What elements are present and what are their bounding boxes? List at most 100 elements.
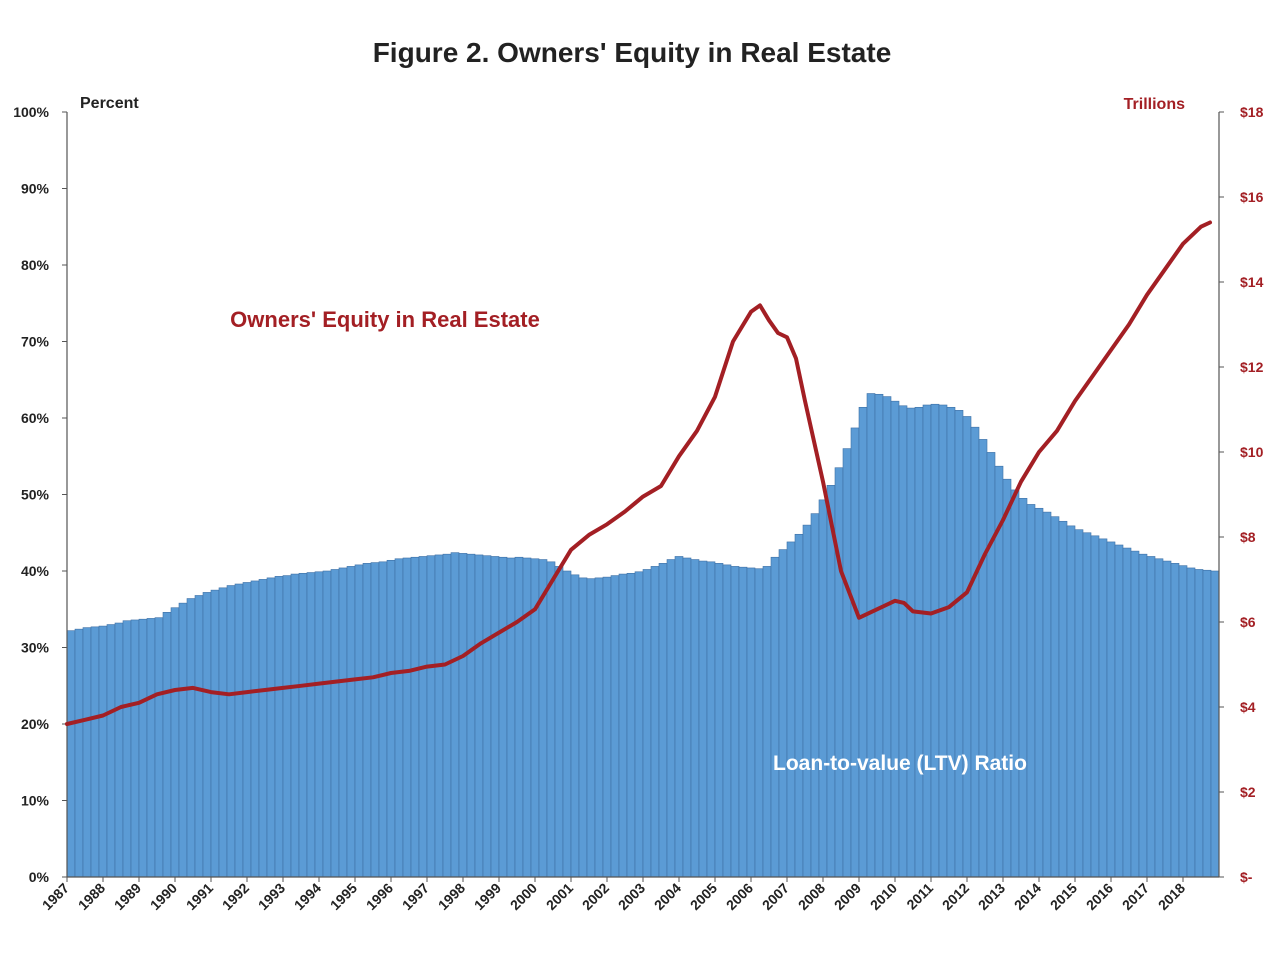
ltv-bar bbox=[450, 552, 460, 878]
ltv-bar bbox=[866, 393, 876, 878]
ltv-bar bbox=[1130, 550, 1140, 878]
ltv-bar bbox=[810, 513, 820, 878]
ltv-bar bbox=[898, 405, 908, 878]
ltv-bar bbox=[322, 570, 332, 878]
ltv-bar bbox=[386, 559, 396, 878]
ltv-bar bbox=[554, 566, 564, 878]
ltv-bar bbox=[474, 554, 484, 878]
ltv-bar bbox=[1114, 544, 1124, 878]
ltv-bar bbox=[226, 585, 236, 878]
owners-equity-line bbox=[65, 220, 1212, 726]
ltv-bar bbox=[178, 602, 188, 878]
ltv-bar bbox=[242, 582, 252, 878]
ltv-bar bbox=[1050, 516, 1060, 878]
ltv-bar bbox=[362, 563, 372, 878]
ltv-bar bbox=[274, 576, 284, 878]
ltv-bar bbox=[426, 555, 436, 878]
ltv-bar bbox=[1074, 529, 1084, 878]
ltv-bar bbox=[1010, 489, 1020, 878]
ltv-bar bbox=[106, 624, 116, 878]
ltv-bar bbox=[138, 618, 148, 878]
ltv-bar bbox=[234, 583, 244, 878]
ltv-bar bbox=[890, 400, 900, 878]
ltv-bar bbox=[354, 564, 364, 878]
ltv-bar bbox=[978, 439, 988, 878]
ltv-bar bbox=[98, 625, 108, 878]
ltv-bar bbox=[770, 556, 780, 878]
left-tick-label: 40% bbox=[21, 563, 50, 579]
ltv-bar bbox=[1210, 570, 1220, 878]
ltv-bar bbox=[1154, 558, 1164, 878]
ltv-bar bbox=[82, 627, 92, 878]
right-tick-label: $4 bbox=[1240, 699, 1256, 715]
ltv-bar bbox=[522, 557, 532, 878]
ltv-bar bbox=[130, 619, 140, 878]
ltv-bar bbox=[1058, 520, 1068, 878]
left-axis-label: Percent bbox=[80, 95, 139, 112]
ltv-bar bbox=[842, 448, 852, 878]
ltv-bar bbox=[202, 592, 212, 878]
left-tick-label: 50% bbox=[21, 487, 50, 503]
ltv-bar bbox=[378, 561, 388, 878]
ltv-bar bbox=[1066, 525, 1076, 878]
ltv-bar bbox=[66, 630, 76, 878]
ltv-bar bbox=[650, 566, 660, 878]
ltv-bar bbox=[586, 578, 596, 878]
ltv-bar bbox=[490, 556, 500, 878]
right-tick-label: $14 bbox=[1240, 274, 1264, 290]
ltv-bar bbox=[194, 595, 204, 878]
ltv-bar bbox=[930, 403, 940, 878]
ltv-bar bbox=[370, 562, 380, 878]
ltv-bar bbox=[1186, 567, 1196, 878]
ltv-bar bbox=[1090, 535, 1100, 878]
ltv-bar bbox=[1178, 565, 1188, 878]
ltv-bar bbox=[1202, 569, 1212, 878]
ltv-bar bbox=[546, 561, 556, 878]
ltv-bar bbox=[1082, 532, 1092, 878]
ltv-bar bbox=[1146, 556, 1156, 878]
ltv-bar bbox=[186, 598, 196, 878]
right-tick-label: $- bbox=[1240, 869, 1253, 885]
ltv-bar bbox=[434, 554, 444, 878]
ltv-bar bbox=[1194, 569, 1204, 878]
ltv-bar bbox=[634, 571, 644, 878]
ltv-bar bbox=[618, 573, 628, 878]
ltv-bar bbox=[642, 569, 652, 878]
ltv-bar bbox=[882, 396, 892, 878]
ltv-bar bbox=[458, 553, 468, 878]
ltv-annotation: Loan-to-value (LTV) Ratio bbox=[773, 752, 1027, 775]
ltv-bar bbox=[762, 566, 772, 878]
right-axis-ticks: $- $2 $4 $6 $8 $10 $12 $14 $16 $18 bbox=[1219, 104, 1264, 885]
right-tick-label: $18 bbox=[1240, 104, 1264, 120]
ltv-bar bbox=[410, 556, 420, 878]
ltv-bar bbox=[906, 407, 916, 878]
ltv-bar bbox=[154, 617, 164, 878]
ltv-bar bbox=[602, 576, 612, 878]
left-tick-label: 70% bbox=[21, 334, 50, 350]
ltv-bar bbox=[1122, 547, 1132, 878]
ltv-bar bbox=[954, 410, 964, 878]
ltv-bar bbox=[402, 557, 412, 878]
left-tick-label: 60% bbox=[21, 410, 50, 426]
ltv-bar bbox=[722, 564, 732, 878]
right-axis-label: Trillions bbox=[1124, 96, 1185, 113]
ltv-bar bbox=[170, 607, 180, 878]
ltv-bar bbox=[1098, 538, 1108, 878]
left-tick-label: 20% bbox=[21, 716, 50, 732]
ltv-bar bbox=[946, 406, 956, 878]
ltv-bar bbox=[114, 622, 124, 878]
ltv-bar bbox=[258, 579, 268, 878]
ltv-bar bbox=[962, 416, 972, 878]
ltv-bar bbox=[666, 559, 676, 878]
ltv-bar bbox=[698, 560, 708, 878]
ltv-bar bbox=[290, 573, 300, 878]
ltv-bar bbox=[778, 549, 788, 878]
ltv-bar bbox=[914, 406, 924, 878]
ltv-bar bbox=[730, 566, 740, 878]
ltv-bar bbox=[1002, 478, 1012, 878]
ltv-bar bbox=[986, 452, 996, 878]
left-tick-label: 100% bbox=[13, 104, 49, 120]
left-tick-label: 30% bbox=[21, 640, 50, 656]
owners-equity-annotation: Owners' Equity in Real Estate bbox=[230, 307, 540, 332]
ltv-bar bbox=[482, 555, 492, 878]
